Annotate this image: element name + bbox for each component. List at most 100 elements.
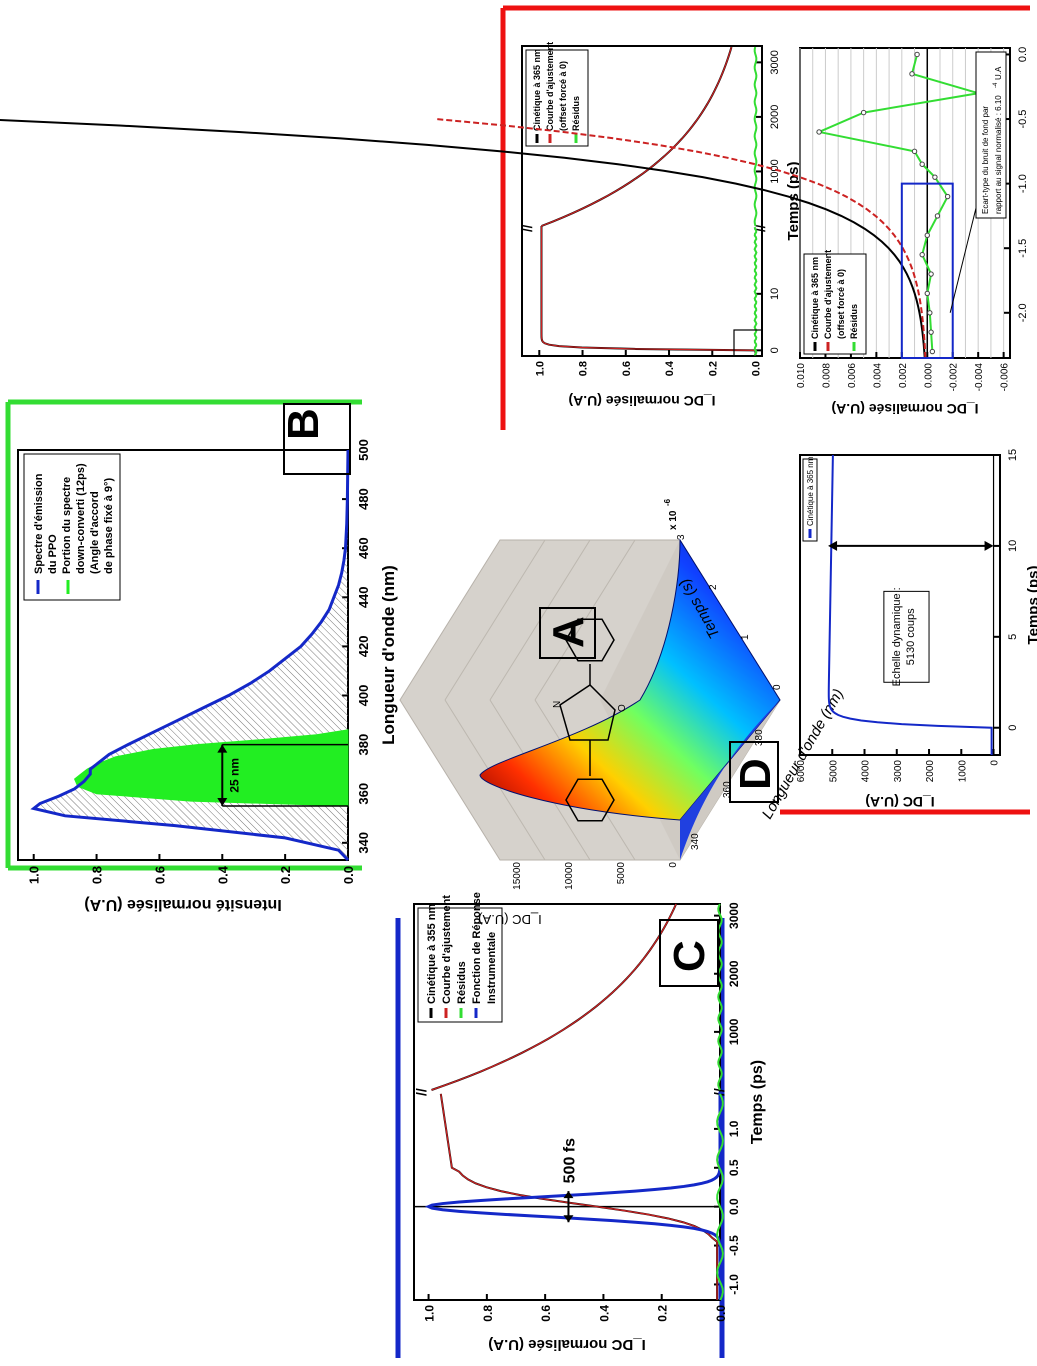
d-main-y-tick-label: 0.0 — [751, 361, 763, 376]
a-oxazole-ring — [559, 684, 616, 741]
b-legend-text: Spectre d'émission — [33, 473, 45, 574]
d-zoom-x-tick-label: -1.0 — [1017, 174, 1029, 193]
a-y-multiplier: x 10 — [668, 510, 679, 530]
c-irf-line — [424, 1091, 722, 1300]
d-zoom-rotated: -2.0 -1.5 -1.0 -0.5 0.0 -0.006 -0.004 -0.002 0.0… — [0, 47, 1037, 417]
b-x-tick-label: 400 — [356, 685, 371, 707]
d-zoom-y-tick-label: -0.004 — [974, 363, 985, 392]
c-axis-break-top: // — [413, 1088, 429, 1096]
b-x-tick-label: 340 — [356, 832, 371, 854]
d-zoom-y-tick-label: 0.010 — [796, 363, 807, 388]
b-legend-text: down-converti (12ps) — [75, 463, 87, 574]
d-counts-x-axis-label: Temps (ps) — [1025, 566, 1037, 645]
d-main-y-tick-label: 0.2 — [707, 361, 719, 376]
a-y-tick-label: 3 — [676, 534, 687, 540]
d-main-x-axis-label: Temps (ps) — [785, 162, 802, 241]
d-zoom-y-tick-label: -0.006 — [1000, 363, 1011, 392]
c-legend-text: Cinétique à 355 nm — [426, 904, 438, 1004]
a-z-tick-label: 5000 — [616, 862, 627, 885]
d-zoom-note-box — [975, 51, 1007, 219]
c-x-tick-label: 0.0 — [727, 1198, 741, 1215]
d-zoom-note-line-1: Ecart-type du bruit de fond par — [981, 106, 990, 214]
d-main-fit-rise — [540, 226, 757, 356]
d-counts-x-tick-label: 5 — [1007, 634, 1019, 640]
d-zoom-y-tick-label: 0.000 — [923, 363, 934, 388]
c-y-tick-label: 0.0 — [714, 1305, 728, 1322]
c-x-tick-label: -1.0 — [727, 1274, 741, 1295]
c-legend-text: Fonction de Réponse — [471, 892, 483, 1004]
a-letter: A — [544, 616, 593, 648]
a-letter-box — [539, 607, 596, 659]
panel-b-letter: B — [279, 408, 328, 440]
d-main-legend-text: (offset forcé à 0) — [558, 61, 568, 131]
d-zoom-residual-point — [928, 271, 934, 277]
b-y-tick-label: 1.0 — [27, 866, 42, 884]
d-counts-kinetics — [827, 454, 993, 755]
panel-b-frame — [5, 399, 362, 871]
a-phenyl-left — [565, 778, 615, 822]
d-main-y-tick-label: 0.8 — [578, 361, 590, 376]
b-y-tick-label: 0.0 — [341, 866, 356, 884]
d-main-legend-text: Cinétique à 365 nm — [532, 49, 542, 131]
c-fwhm-label: 500 fs — [561, 1138, 578, 1183]
b-y-tick-label: 0.4 — [215, 865, 230, 884]
d-zoom-residual-point — [909, 71, 915, 77]
d-zoom-residual-point — [914, 51, 920, 58]
b-y-axis-label: Intensité normalisée (U.A) — [84, 896, 281, 913]
d-main-x-tick-label: 3000 — [769, 50, 781, 74]
d-zoom-residual-point — [944, 193, 951, 200]
panel-b-letter-box — [283, 403, 351, 475]
d-zoom-legend-text: Courbe d'ajustement — [823, 250, 833, 339]
b-legend-text: du PPO — [47, 534, 59, 574]
d-zoom-y-tick-label: 0.002 — [898, 363, 909, 388]
d-zoom-y-tick-label: 0.004 — [872, 363, 883, 388]
a-y-multiplier-exp: -6 — [663, 498, 672, 506]
b-y-tick-label: 0.8 — [90, 866, 105, 884]
c-legend-text: Résidus — [456, 961, 468, 1004]
d-zoom-residual-point — [932, 174, 938, 180]
d-zoom-y-tick-label: -0.002 — [949, 363, 960, 392]
d-counts-y-axis-label: I_DC (U.A) — [865, 794, 934, 810]
c-legend-text: Instrumentale — [486, 932, 498, 1004]
d-main-axes-box — [521, 45, 763, 357]
d-main-legend-text: Courbe d'ajustement — [545, 42, 555, 131]
d-zoom-residual-point — [924, 232, 930, 238]
b-x-tick-label: 500 — [356, 439, 371, 461]
c-fwhm-arrowhead-right — [563, 1191, 574, 1199]
d-zoom-x-axis-label: Temps (ps) — [1035, 164, 1037, 243]
b-legend-text: Portion du spectre — [61, 477, 73, 574]
c-y-tick-label: 0.6 — [539, 1305, 553, 1322]
d-zoom-y-axis-label: I_DC normalisée (U.A) — [831, 401, 978, 417]
b-x-axis-label: Longueur d'onde (nm) — [379, 565, 398, 745]
c-x-tick-label: 1000 — [727, 1018, 741, 1045]
d-zoom-x-tick-label: -0.5 — [1017, 110, 1029, 129]
a-y-tick-label: 1 — [740, 634, 751, 640]
a-y-tick-label: 2 — [708, 584, 719, 590]
b-legend-text: (Angle d'accord — [89, 491, 101, 574]
c-y-axis-label: I_DC normalisée (U.A) — [488, 1336, 646, 1353]
c-x-tick-label: 3000 — [727, 902, 741, 929]
c-residuals-right — [717, 903, 723, 1091]
a-surface — [479, 538, 781, 821]
a-y-tick-label: 0 — [772, 684, 783, 690]
panel-b-series: 25 nm — [30, 449, 350, 862]
a-x-tick-label: 340 — [690, 833, 701, 850]
d-main-fit-decay — [541, 46, 733, 227]
d-zoom-note-pointer — [949, 207, 977, 313]
a-grid-line — [534, 539, 636, 701]
c-legend-box — [417, 907, 503, 1023]
panel-d-letter: D — [731, 758, 780, 790]
d-zoom-kinetics — [0, 118, 926, 359]
c-y-tick-label: 1.0 — [423, 1305, 437, 1322]
b-y-tick-label: 0.6 — [152, 866, 167, 884]
panel-d-frame — [500, 5, 1030, 815]
d-counts-arrowhead-bottom — [984, 540, 994, 551]
b-emission-line — [30, 449, 350, 862]
a-z-tick-label: 10000 — [564, 862, 575, 890]
d-zoom-residual-point — [860, 109, 867, 116]
panel-c-letter: C — [665, 940, 714, 972]
b-x-tick-label: 360 — [356, 783, 371, 805]
d-zoom-residual-point — [919, 251, 925, 258]
d-main-legend-text: Résidus — [571, 96, 581, 131]
